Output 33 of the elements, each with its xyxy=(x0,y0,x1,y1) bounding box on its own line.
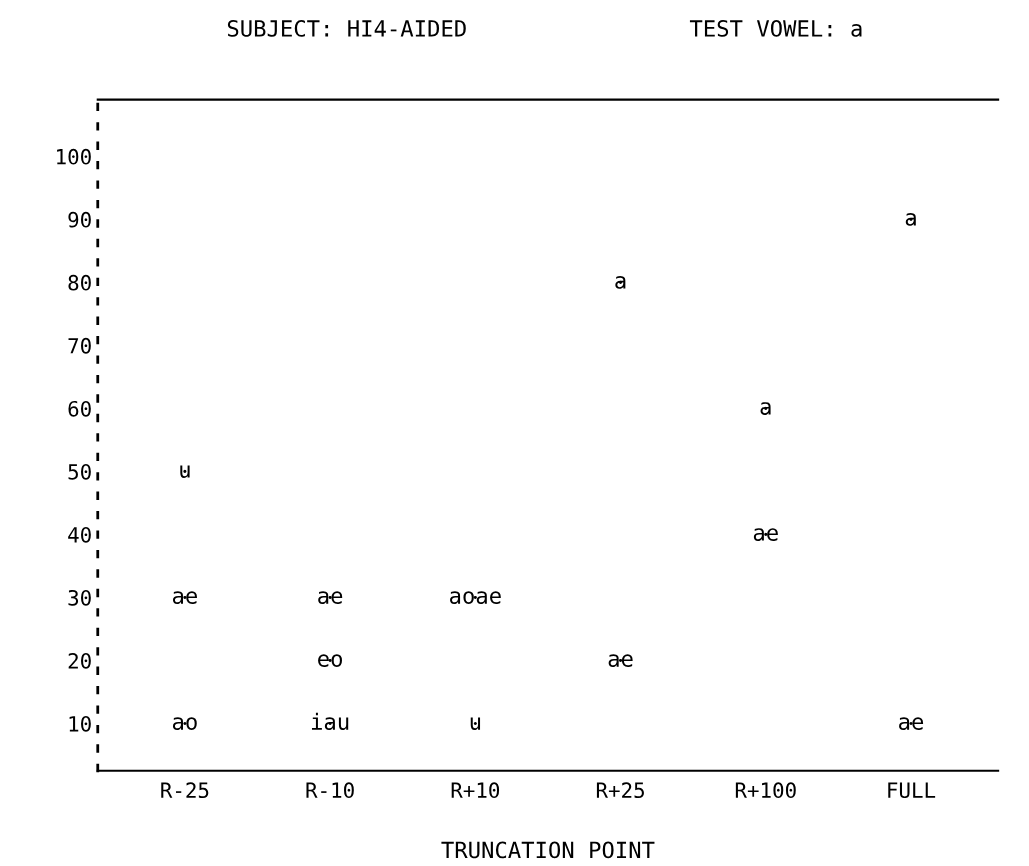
data-label: ae xyxy=(899,717,924,730)
chart-title: SUBJECT: HI4-AIDED xyxy=(227,20,466,37)
data-label: a xyxy=(905,213,916,226)
x-tick-label: R+25 xyxy=(596,782,644,799)
x-axis-title: TRUNCATION POINT xyxy=(441,841,655,859)
data-label: iau xyxy=(311,712,349,730)
data-label: a xyxy=(615,276,626,289)
chart-subtitle: TEST VOWEL: a xyxy=(689,20,862,37)
y-tick-label: 50 xyxy=(68,463,91,480)
data-label: aoae xyxy=(450,591,501,604)
x-tick-label: R-25 xyxy=(161,782,209,799)
x-tick-label: R+10 xyxy=(451,782,500,799)
data-label: ae xyxy=(318,591,343,604)
x-tick-label: R+100 xyxy=(735,782,796,799)
y-tick-label: 20 xyxy=(68,652,91,669)
data-label: u xyxy=(470,717,481,730)
y-tick-label: 30 xyxy=(68,589,91,606)
data-label: u xyxy=(180,465,190,478)
y-tick-label: 100 xyxy=(57,148,91,165)
data-label: ae xyxy=(608,654,633,667)
x-tick-label: R-10 xyxy=(306,782,354,799)
y-tick-label: 10 xyxy=(69,715,91,732)
y-tick-label: 60 xyxy=(68,400,91,417)
data-label: eo xyxy=(318,654,342,667)
x-tick-label: FULL xyxy=(888,782,936,799)
data-label: ae xyxy=(753,528,778,541)
y-tick-label: 90 xyxy=(68,211,91,228)
data-label: ae xyxy=(172,591,197,604)
data-label: ao xyxy=(172,717,197,730)
data-label: a xyxy=(760,402,771,415)
y-tick-label: 40 xyxy=(68,526,91,543)
y-tick-label: 70 xyxy=(68,337,91,354)
y-tick-label: 80 xyxy=(68,274,91,291)
